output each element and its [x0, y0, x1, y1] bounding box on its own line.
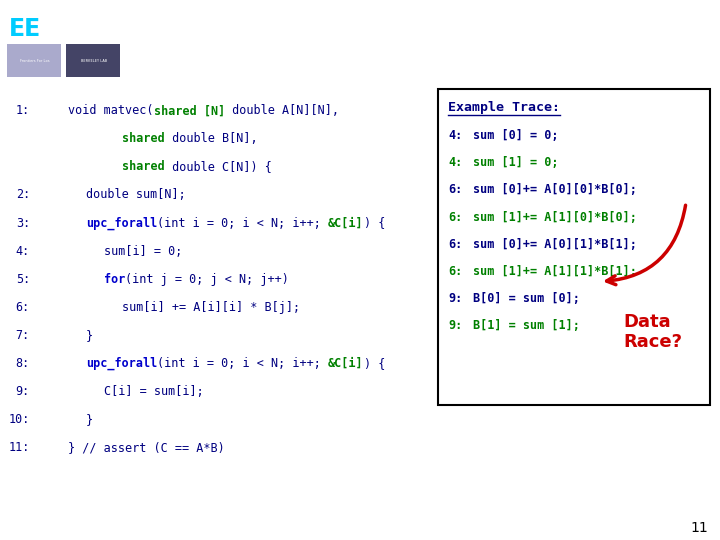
- Text: 9:: 9:: [448, 319, 462, 332]
- Text: sum [1]+= A[1][1]*B[1];: sum [1]+= A[1][1]*B[1];: [473, 265, 637, 278]
- Text: 10:: 10:: [9, 413, 30, 426]
- Text: shared: shared: [122, 160, 165, 173]
- Text: (int i = 0; i < N; i++;: (int i = 0; i < N; i++;: [157, 217, 328, 230]
- Text: UPC Example: Trace: UPC Example: Trace: [212, 25, 508, 51]
- Text: B[0] = sum [0];: B[0] = sum [0];: [473, 292, 580, 305]
- Text: 2:: 2:: [16, 188, 30, 201]
- Text: (int j = 0; j < N; j++): (int j = 0; j < N; j++): [125, 273, 289, 286]
- Text: sum [0]+= A[0][0]*B[0];: sum [0]+= A[0][0]*B[0];: [473, 184, 637, 197]
- Text: ) {: ) {: [364, 217, 385, 230]
- Text: 11: 11: [690, 521, 708, 535]
- Text: 9:: 9:: [16, 385, 30, 398]
- Text: upc_forall: upc_forall: [86, 357, 157, 370]
- Text: Frontiers For Los: Frontiers For Los: [19, 59, 50, 63]
- Text: 4:: 4:: [16, 245, 30, 258]
- Text: sum[i] += A[i][i] * B[j];: sum[i] += A[i][i] * B[j];: [122, 301, 300, 314]
- Text: for: for: [104, 273, 125, 286]
- Text: sum[i] = 0;: sum[i] = 0;: [104, 245, 182, 258]
- Text: sum [0] = 0;: sum [0] = 0;: [473, 130, 559, 143]
- Text: 3:: 3:: [16, 217, 30, 230]
- Text: 4:: 4:: [448, 130, 462, 143]
- Bar: [438, 89, 710, 405]
- Text: 6:: 6:: [448, 265, 462, 278]
- Text: C[i] = sum[i];: C[i] = sum[i];: [104, 385, 204, 398]
- Text: double C[N]) {: double C[N]) {: [165, 160, 271, 173]
- Text: EE: EE: [9, 17, 41, 41]
- Text: 8:: 8:: [16, 357, 30, 370]
- Text: CS: CS: [53, 17, 87, 41]
- Text: void matvec(: void matvec(: [68, 104, 153, 117]
- Text: 7:: 7:: [16, 329, 30, 342]
- Text: }: }: [86, 413, 93, 426]
- Text: shared: shared: [122, 132, 165, 145]
- Text: 6:: 6:: [448, 238, 462, 251]
- Text: double B[N],: double B[N],: [165, 132, 257, 145]
- Text: } // assert (C == A*B): } // assert (C == A*B): [68, 441, 225, 454]
- Text: &C[i]: &C[i]: [328, 357, 364, 370]
- Text: Data
Race?: Data Race?: [623, 313, 682, 350]
- Text: }: }: [86, 329, 93, 342]
- Text: 6:: 6:: [448, 211, 462, 224]
- Text: 1:: 1:: [16, 104, 30, 117]
- Text: 6:: 6:: [448, 184, 462, 197]
- Text: double A[N][N],: double A[N][N],: [225, 104, 338, 117]
- Text: B[1] = sum [1];: B[1] = sum [1];: [473, 319, 580, 332]
- Text: (int i = 0; i < N; i++;: (int i = 0; i < N; i++;: [157, 357, 328, 370]
- Text: 11:: 11:: [9, 441, 30, 454]
- Text: double sum[N];: double sum[N];: [86, 188, 186, 201]
- Text: 4:: 4:: [448, 157, 462, 170]
- Text: BERKELEY LAB: BERKELEY LAB: [81, 59, 107, 63]
- Text: 6:: 6:: [16, 301, 30, 314]
- Text: sum [1]+= A[1][0]*B[0];: sum [1]+= A[1][0]*B[0];: [473, 211, 637, 224]
- Text: ) {: ) {: [364, 357, 385, 370]
- Text: shared [N]: shared [N]: [153, 104, 225, 117]
- Text: upc_forall: upc_forall: [86, 217, 157, 230]
- Bar: [7, 44, 61, 77]
- Text: sum [0]+= A[0][1]*B[1];: sum [0]+= A[0][1]*B[1];: [473, 238, 637, 251]
- Text: sum [1] = 0;: sum [1] = 0;: [473, 157, 559, 170]
- Text: 9:: 9:: [448, 292, 462, 305]
- Text: 5:: 5:: [16, 273, 30, 286]
- Text: Example Trace:: Example Trace:: [448, 102, 560, 114]
- Bar: [66, 44, 120, 77]
- Text: &C[i]: &C[i]: [328, 217, 364, 230]
